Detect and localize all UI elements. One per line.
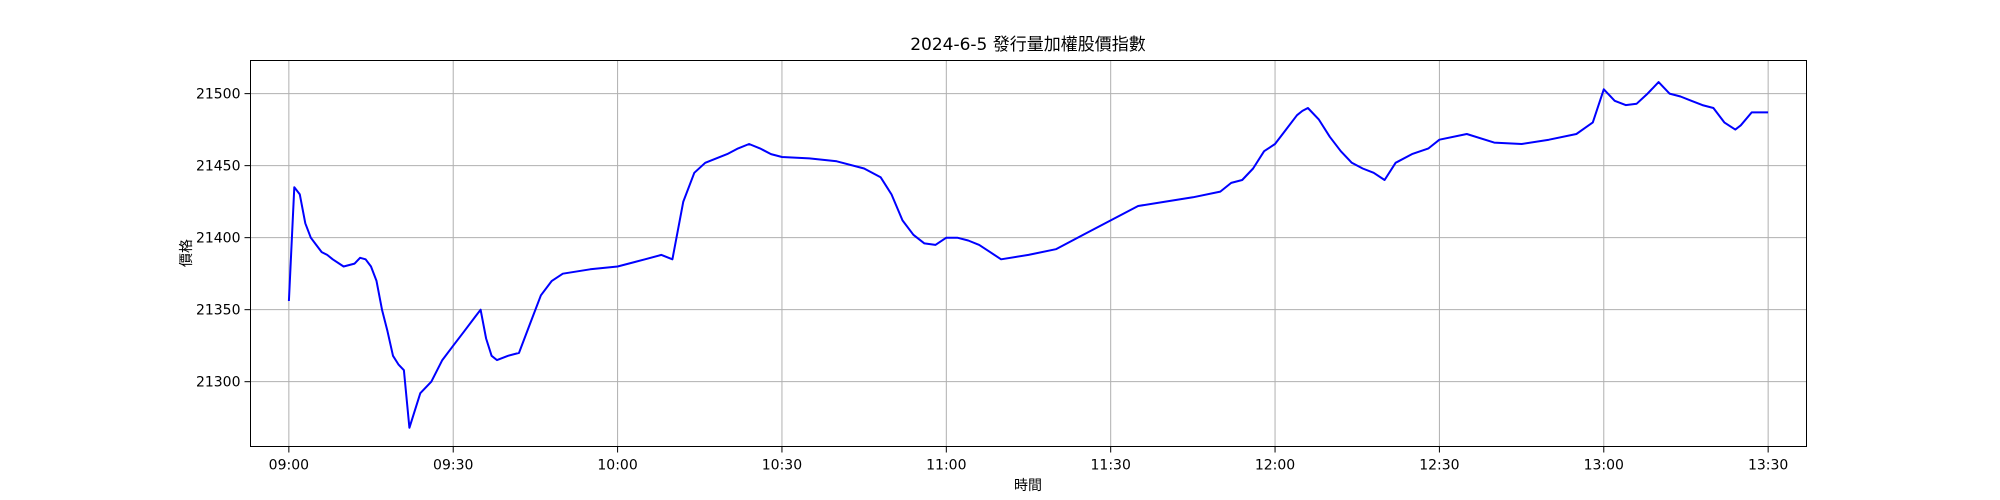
x-tick-label: 12:30 [1419, 458, 1459, 474]
y-tick-label: 21300 [196, 375, 241, 391]
chart-title: 2024-6-5 發行量加權股價指數 [910, 35, 1146, 55]
x-axis-label: 時間 [1014, 478, 1042, 494]
series-layer [287, 81, 1769, 429]
x-tick-label: 11:00 [926, 458, 966, 474]
x-tick-label: 12:00 [1255, 458, 1295, 474]
x-tick-label: 13:00 [1584, 458, 1624, 474]
x-tick-label: 09:30 [433, 458, 473, 474]
y-tick-label: 21350 [196, 303, 241, 319]
x-tick-label: 13:30 [1748, 458, 1788, 474]
y-axis-label: 價格 [178, 239, 195, 267]
x-tick-label: 10:30 [762, 458, 802, 474]
x-tick-label: 10:00 [597, 458, 637, 474]
y-tick-label: 21500 [196, 87, 241, 103]
x-tick-label: 09:00 [269, 458, 309, 474]
y-tick-label: 21450 [196, 159, 241, 175]
series-line [287, 81, 1769, 429]
x-tick-label: 11:30 [1091, 458, 1131, 474]
y-tick-label: 21400 [196, 231, 241, 247]
ticks: 09:00 09:30 10:00 10:30 11:00 11:30 12:00 12:30… [196, 87, 1788, 474]
grid [250, 60, 1807, 447]
plot-frame [250, 60, 1807, 447]
